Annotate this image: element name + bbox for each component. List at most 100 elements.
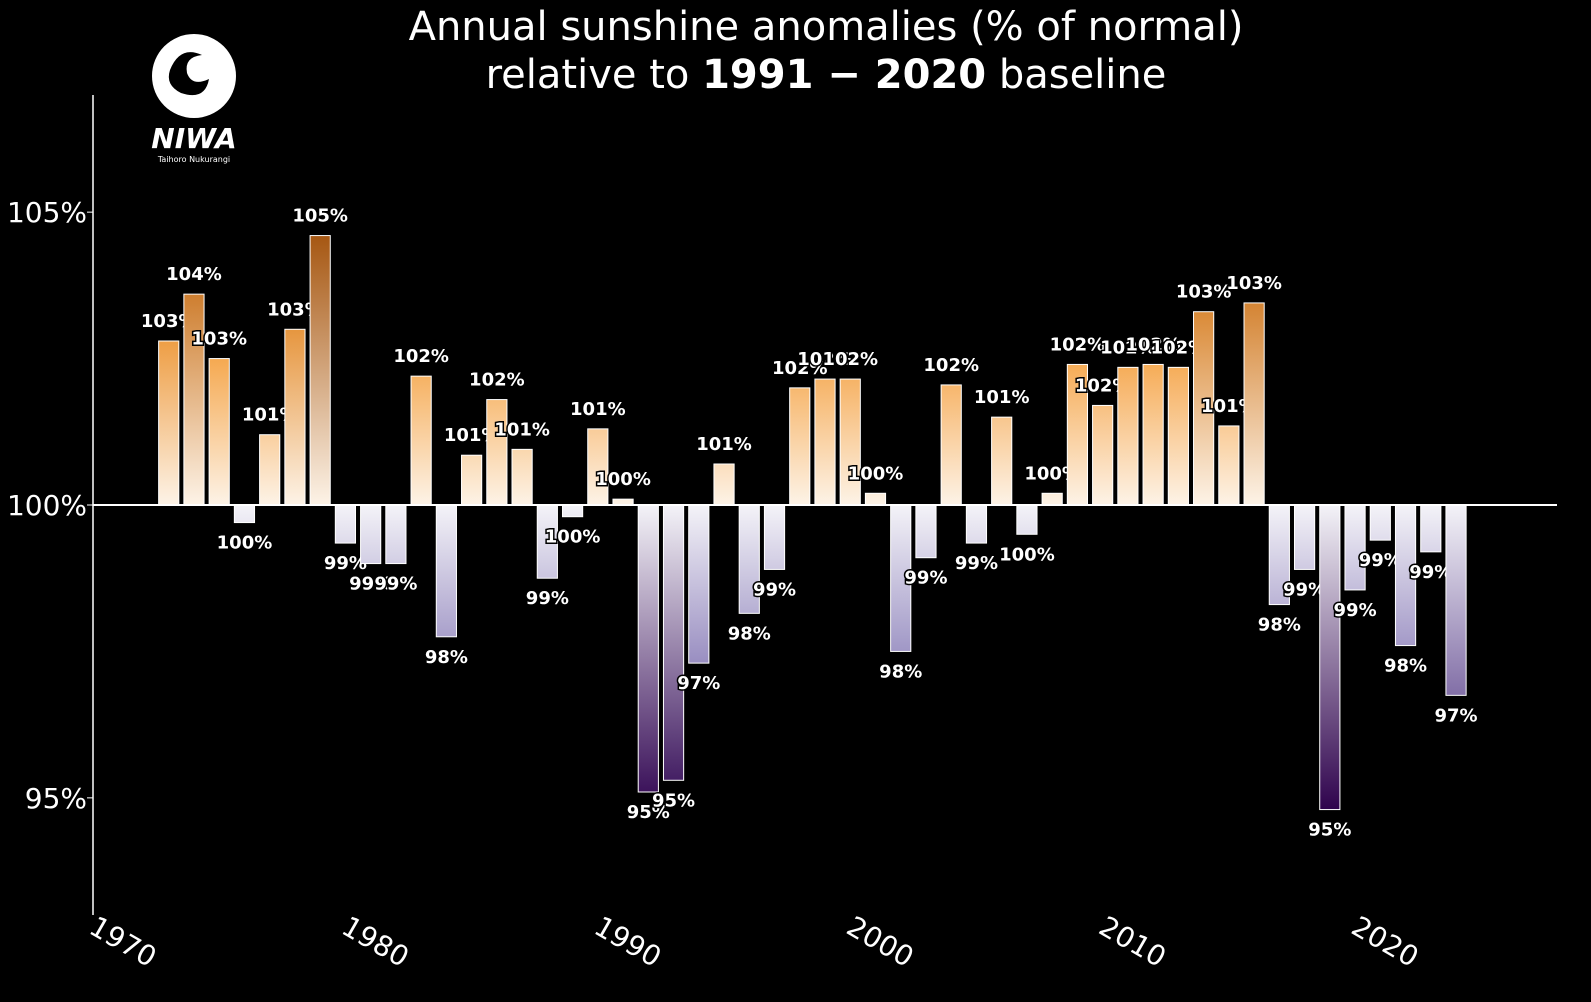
- bar: [1293, 504, 1316, 570]
- value-label: 99%: [753, 579, 796, 600]
- bar: [1016, 504, 1038, 535]
- value-label: 102%: [797, 349, 853, 370]
- bar: [511, 448, 533, 506]
- value-label: 102%: [1125, 334, 1181, 355]
- bar: [208, 358, 230, 506]
- value-label: 105%: [292, 206, 348, 227]
- value-label: 98%: [1384, 656, 1427, 677]
- bar: [1319, 504, 1341, 811]
- bar: [410, 375, 432, 506]
- value-label: 102%: [393, 346, 449, 367]
- value-label: 102%: [822, 349, 878, 370]
- bar: [839, 378, 861, 506]
- bar: [965, 504, 988, 544]
- bar: [1445, 504, 1467, 696]
- bar: [915, 504, 937, 559]
- bar: [334, 504, 357, 544]
- value-label: 99%: [526, 588, 569, 609]
- value-label: 101%: [974, 387, 1030, 408]
- value-label: 101%: [570, 399, 626, 420]
- bar: [763, 504, 786, 570]
- bar: [814, 378, 836, 506]
- bar: [1420, 504, 1442, 553]
- bar: [864, 492, 887, 506]
- value-label: 98%: [728, 623, 771, 644]
- logo-mark: [152, 34, 236, 118]
- value-label: 103%: [1176, 282, 1232, 303]
- bar: [1092, 404, 1114, 506]
- logo-swirl: [168, 52, 209, 96]
- bar: [486, 399, 508, 506]
- bar: [1142, 363, 1164, 506]
- bar: [713, 463, 735, 506]
- value-label: 100%: [848, 463, 904, 484]
- bar: [688, 504, 710, 664]
- bar: [158, 340, 180, 506]
- value-label: 97%: [1434, 705, 1477, 726]
- bar: [233, 504, 256, 524]
- value-label: 101%: [494, 419, 550, 440]
- value-label: 102%: [1050, 334, 1106, 355]
- bar: [662, 504, 685, 781]
- x-tick-label: 1990: [589, 910, 667, 974]
- value-label: 103%: [191, 329, 247, 350]
- value-label: 103%: [1226, 273, 1282, 294]
- bar: [461, 454, 483, 506]
- x-tick-label: 2010: [1094, 910, 1172, 974]
- value-label: 101%: [696, 434, 752, 455]
- value-label: 102%: [923, 355, 979, 376]
- bar: [940, 384, 962, 506]
- value-label: 104%: [166, 264, 222, 285]
- bar: [637, 504, 659, 793]
- chart-title: Annual sunshine anomalies (% of normal): [409, 4, 1244, 50]
- value-label: 95%: [1308, 820, 1351, 841]
- bar: [1243, 302, 1265, 506]
- subtitle-end: baseline: [999, 52, 1167, 98]
- value-label: 100%: [545, 527, 601, 548]
- value-label: 99%: [374, 574, 417, 595]
- value-label: 98%: [1258, 615, 1301, 636]
- value-label: 99%: [349, 574, 392, 595]
- x-tick-label: 1980: [336, 910, 414, 974]
- bar: [1041, 492, 1063, 506]
- value-label: 99%: [955, 553, 998, 574]
- x-tick-label: 1970: [84, 910, 162, 974]
- value-label: 102%: [469, 370, 525, 391]
- subtitle-bold: 1991 − 2020: [702, 52, 986, 98]
- bar: [259, 434, 281, 506]
- subtitle-start: relative to: [486, 52, 690, 98]
- bar: [991, 416, 1013, 506]
- bar: [309, 235, 331, 506]
- value-label: 100%: [595, 469, 651, 490]
- logo: NIWA Taihoro Nukurangi: [151, 34, 237, 164]
- y-tick-label: 95%: [25, 782, 87, 815]
- bar: [1344, 504, 1366, 591]
- chart-subtitle: relative to 1991 − 2020 baseline: [486, 52, 1167, 98]
- value-label: 99%: [1334, 600, 1377, 621]
- bar: [360, 504, 382, 565]
- value-label: 99%: [904, 568, 947, 589]
- logo-name: NIWA: [151, 122, 236, 155]
- value-label: 100%: [217, 533, 273, 554]
- bar: [1117, 366, 1139, 506]
- bar: [385, 504, 407, 565]
- bar: [1218, 425, 1240, 506]
- value-label: 97%: [677, 673, 720, 694]
- value-label: 102%: [772, 358, 828, 379]
- bar: [284, 328, 306, 506]
- bar: [561, 504, 584, 518]
- y-tick-label: 105%: [7, 196, 87, 229]
- bar: [587, 428, 609, 506]
- logo-tagline: Taihoro Nukurangi: [157, 155, 230, 164]
- value-label: 98%: [879, 661, 922, 682]
- value-label: 95%: [652, 790, 695, 811]
- value-label: 95%: [627, 802, 670, 823]
- value-label: 100%: [999, 544, 1055, 565]
- y-tick-label: 100%: [7, 489, 87, 522]
- x-tick-label: 2000: [841, 910, 919, 974]
- bar: [183, 293, 205, 506]
- bar: [1167, 366, 1189, 506]
- bar: [1369, 504, 1391, 541]
- bar: [789, 387, 811, 506]
